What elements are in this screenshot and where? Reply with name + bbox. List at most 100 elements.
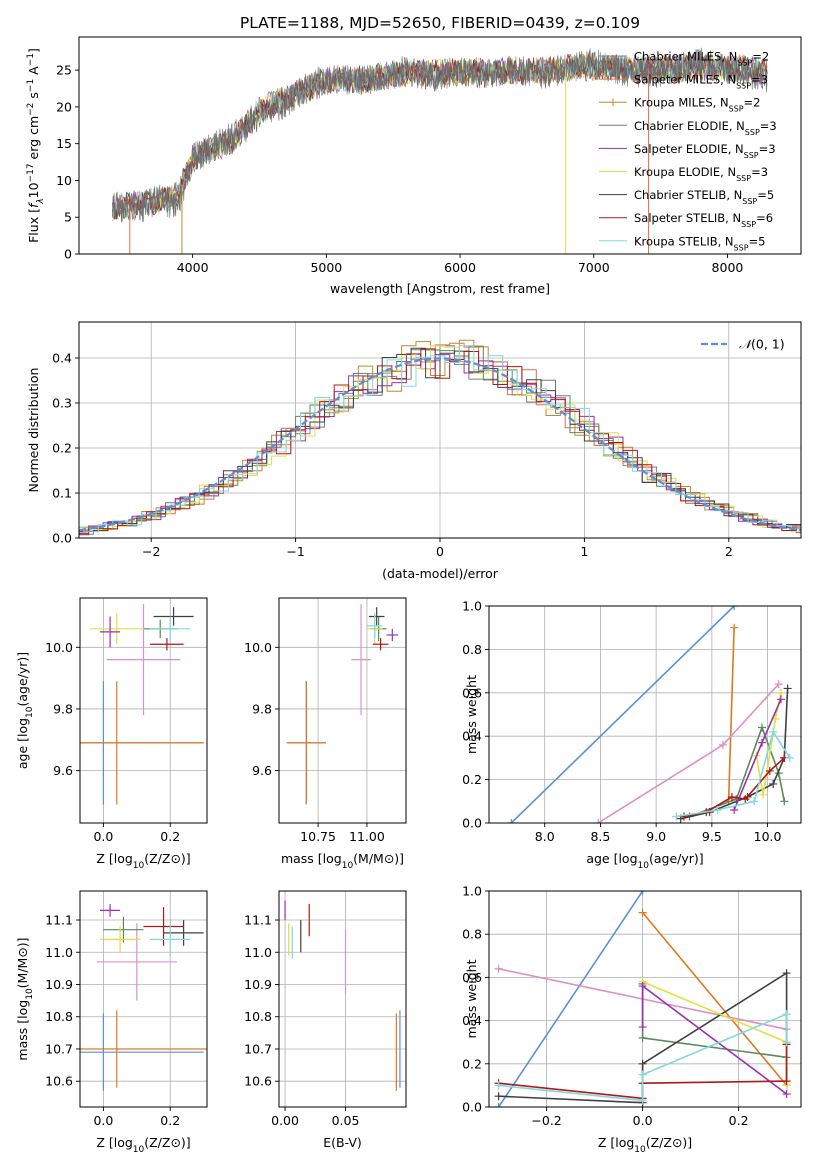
y-tick-label: 0.8 [462,642,482,657]
weight-series-marker [765,766,774,775]
weight-series-marker [507,819,516,823]
y-tick-label: 9.8 [53,701,73,716]
mass-weight-vs-age-panel: 8.0 8.5 9.0 9.5 10.0 0.0 0.2 0.4 0.6 0.8 1.0 mass w… [462,599,802,871]
weight-series-marker [638,1059,647,1068]
x-tick-label: 0.05 [332,1113,360,1128]
plot-area [80,903,207,1091]
plot-area [284,900,401,1091]
y-axis-label: age [log10(age/yr)] [15,652,35,769]
weight-series-marker [782,1038,791,1047]
y-tick-label: 0.0 [52,531,72,546]
weight-series-marker [780,797,789,806]
mass-vs-metallicity-panel: 0.0 0.2 10.6 10.7 10.8 10.9 11.0 11.1 Z [log10(Z… [15,890,208,1155]
normal-reference-curve [79,357,801,532]
age-vs-mass-panel: 10.75 11.00 9.6 9.8 10.0 mass [log10(M/M⊙)] [244,597,407,871]
x-tick-label: −2 [142,544,160,559]
x-tick-label: 0 [436,544,444,559]
y-tick-label: 1.0 [462,599,482,614]
y-tick-label: 10.9 [45,977,73,992]
axes-frame [79,890,208,1108]
residual-histogram-step [79,348,801,534]
weight-series-marker [750,797,759,806]
y-tick-label: 0.0 [462,1100,482,1115]
legend-label: Chabrier ELODIE, NSSP=3 [634,119,777,137]
weight-series-marker [638,1096,647,1105]
weight-series-marker [638,982,647,991]
axes-frame [488,605,802,824]
y-tick-label: 0.0 [462,816,482,831]
y-tick-label: 10.6 [45,1074,73,1089]
y-tick-label: 9.8 [252,701,272,716]
mass-vs-ebv-panel: 0.00 0.05 10.6 10.7 10.8 10.9 11.0 11.1 E(B-V) [244,890,407,1150]
axes-frame [278,597,407,824]
weight-series-marker [494,1092,503,1101]
legend-label: Kroupa MILES, NSSP=2 [634,96,760,114]
x-tick-label: 7000 [578,260,610,275]
x-tick-label: 0.2 [729,1113,749,1128]
weight-series-marker [494,1103,503,1107]
y-tick-label: 25 [56,63,72,78]
x-tick-label: 0.00 [271,1113,299,1128]
x-tick-label: 2 [725,544,733,559]
x-tick-label: 9.0 [646,829,666,844]
x-axis-label: E(B-V) [323,1135,362,1150]
x-tick-label: −1 [286,544,304,559]
weight-series-marker [782,1077,791,1086]
x-tick-label: 11.00 [349,829,385,844]
weight-series-marker [759,790,768,799]
axes-frame [78,36,802,255]
x-tick-label: 8000 [712,260,744,275]
weight-series-marker [494,1081,503,1090]
y-tick-label: 10.7 [244,1041,272,1056]
y-tick-label: 0.1 [52,486,72,501]
y-tick-label: 0.8 [462,927,482,942]
y-tick-label: 0.2 [462,1056,482,1071]
legend-label: Chabrier MILES, NSSP=2 [634,50,769,68]
x-tick-label: 1 [580,544,588,559]
y-tick-label: 10.6 [244,1074,272,1089]
legend-label: Chabrier STELIB, NSSP=5 [634,188,774,206]
x-axis-label: mass [log10(M/M⊙)] [281,851,404,871]
y-tick-label: 0.2 [462,772,482,787]
weight-series-marker [638,891,647,895]
y-axis-label: Normed distribution [26,368,41,493]
weight-series-marker [782,1090,791,1099]
residual-histogram-step [79,339,801,529]
x-tick-label: 5000 [310,260,342,275]
y-tick-label: 10.0 [45,640,73,655]
y-tick-label: 0.4 [462,1013,482,1028]
x-tick-label: 8.0 [535,829,555,844]
x-tick-label: 0.0 [633,1113,653,1128]
legend-label: Kroupa STELIB, NSSP=5 [634,234,765,252]
y-tick-label: 10 [56,173,72,188]
y-tick-label: 10.8 [244,1009,272,1024]
weight-series-line [727,627,735,802]
weight-series-marker [776,695,785,704]
y-tick-label: 11.0 [45,945,73,960]
x-tick-label: 0.0 [93,829,113,844]
weight-series-line [510,606,735,823]
weight-series-marker [758,723,766,732]
legend-label: Salpeter STELIB, NSSP=6 [634,211,773,229]
weight-series-marker [741,795,750,804]
y-tick-label: 10.8 [45,1009,73,1024]
y-tick-label: 11.0 [244,945,272,960]
y-tick-label: 20 [56,99,72,114]
y-tick-label: 9.6 [252,763,272,778]
axes-frame [488,890,802,1108]
y-tick-label: 10.0 [244,640,272,655]
weight-series-marker [719,740,727,749]
weight-series-marker [730,606,739,610]
weight-series-marker [769,727,778,736]
spectrum-panel: 4000 5000 6000 7000 8000 0 5 10 15 20 25 wavelength… [26,36,802,296]
axes-frame [79,597,208,824]
y-tick-label: 10.9 [244,977,272,992]
plot-area [79,339,801,536]
y-tick-label: 15 [56,136,72,151]
weight-series-marker [713,805,722,814]
weight-series-marker [785,753,794,762]
y-axis-label: Flux [fλ10−17 erg cm−2 s−1 A−1] [26,48,46,243]
y-axis-label: mass weight [464,959,479,1038]
legend-label: Salpeter ELODIE, NSSP=3 [634,142,776,160]
